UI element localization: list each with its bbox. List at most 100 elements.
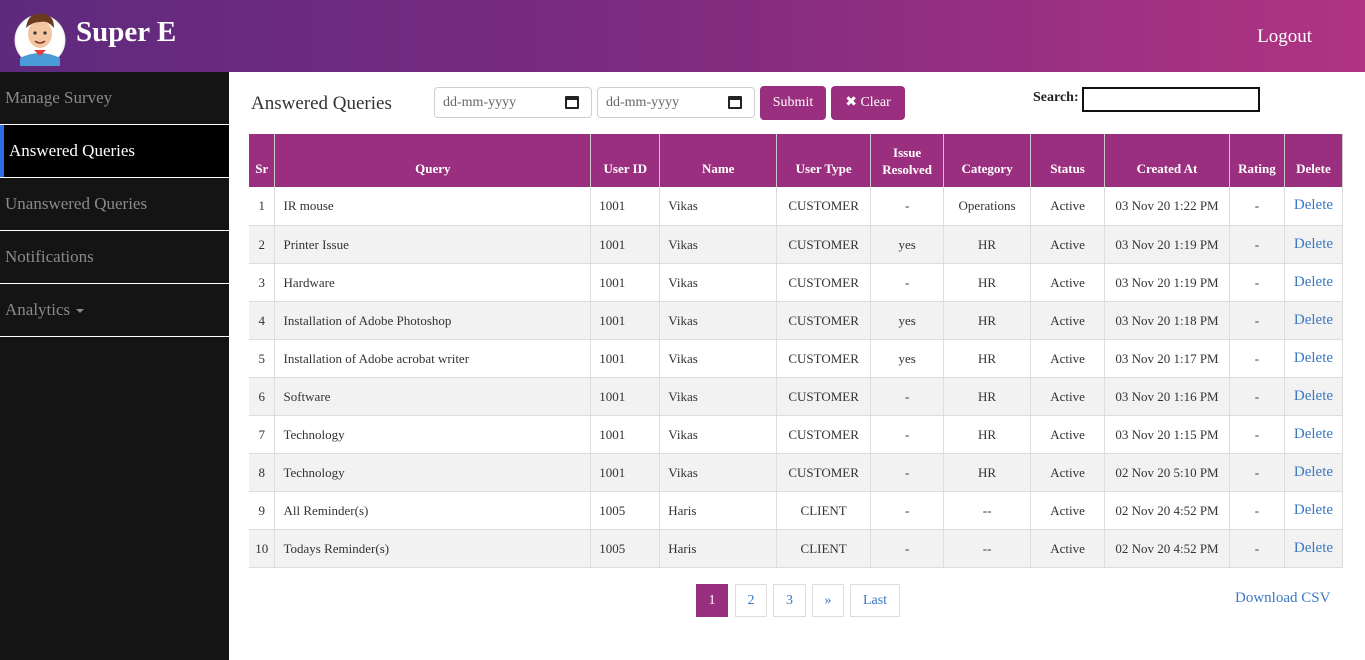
clear-button[interactable]: ✖ Clear [831, 86, 905, 120]
calendar-icon[interactable] [565, 96, 579, 109]
cell-name: Vikas [659, 187, 778, 226]
cell-delete: Delete [1284, 263, 1344, 302]
cell-query: All Reminder(s) [274, 491, 592, 530]
date-to-input[interactable]: dd-mm-yyyy [597, 87, 755, 118]
cell-issue-resolved: - [870, 187, 945, 226]
column-header-rating: Rating [1229, 134, 1285, 187]
cell-created-at: 03 Nov 20 1:22 PM [1104, 187, 1230, 226]
main-content: Answered Queries dd-mm-yyyy dd-mm-yyyy S… [229, 72, 1365, 660]
sidebar-item-answered-queries[interactable]: Answered Queries [0, 125, 229, 178]
cell-category: HR [943, 415, 1032, 454]
cell-user-type: CLIENT [776, 491, 872, 530]
cell-created-at: 03 Nov 20 1:16 PM [1104, 377, 1230, 416]
cell-user-id: 1001 [590, 377, 661, 416]
cell-user-id: 1001 [590, 301, 661, 340]
cell-created-at: 02 Nov 20 5:10 PM [1104, 453, 1230, 492]
cell-query: Hardware [274, 263, 592, 302]
sidebar-item-unanswered-queries[interactable]: Unanswered Queries [0, 178, 229, 231]
sidebar-item-label: Analytics [5, 300, 71, 319]
cell-sr: 6 [249, 377, 276, 416]
sidebar-item-notifications[interactable]: Notifications [0, 231, 229, 284]
column-header-name: Name [659, 134, 778, 187]
cell-created-at: 03 Nov 20 1:19 PM [1104, 225, 1230, 264]
delete-link[interactable]: Delete [1293, 273, 1334, 290]
table-row: 8 Technology 1001 Vikas CUSTOMER - HR Active 02 … [249, 453, 1344, 492]
brand-title: Super E [76, 16, 177, 48]
search-input[interactable] [1082, 87, 1260, 112]
cell-name: Haris [659, 529, 778, 568]
sidebar-item-manage-survey[interactable]: Manage Survey [0, 72, 229, 125]
cell-status: Active [1030, 453, 1106, 492]
table-row: 4 Installation of Adobe Photoshop 1001 Vika… [249, 301, 1344, 340]
cell-delete: Delete [1284, 225, 1344, 264]
table-row: 5 Installation of Adobe acrobat writer 100… [249, 339, 1344, 378]
sidebar: Manage Survey Answered Queries Unanswere… [0, 72, 229, 660]
calendar-icon[interactable] [728, 96, 742, 109]
pagination-page-3[interactable]: 3 [773, 584, 806, 617]
cell-delete: Delete [1284, 187, 1344, 226]
sidebar-item-label: Answered Queries [9, 141, 136, 160]
cell-user-id: 1005 [590, 491, 661, 530]
date-from-placeholder: dd-mm-yyyy [443, 95, 517, 110]
cell-name: Vikas [659, 301, 778, 340]
cell-user-id: 1001 [590, 187, 661, 226]
cell-user-id: 1001 [590, 225, 661, 264]
cell-issue-resolved: - [870, 529, 945, 568]
delete-link[interactable]: Delete [1293, 387, 1334, 404]
cell-issue-resolved: - [870, 377, 945, 416]
submit-button[interactable]: Submit [760, 86, 826, 120]
cell-created-at: 03 Nov 20 1:19 PM [1104, 263, 1230, 302]
table-row: 1 IR mouse 1001 Vikas CUSTOMER - Operations Act… [249, 187, 1344, 226]
date-from-input[interactable]: dd-mm-yyyy [434, 87, 592, 118]
cell-status: Active [1030, 415, 1106, 454]
pagination-page-1[interactable]: 1 [696, 584, 728, 617]
delete-link[interactable]: Delete [1293, 539, 1334, 556]
cell-status: Active [1030, 263, 1106, 302]
column-header-user-type: User Type [776, 134, 872, 187]
delete-link[interactable]: Delete [1293, 501, 1334, 518]
cell-issue-resolved: - [870, 415, 945, 454]
table-header-row: Sr Query User ID Name User Type Issue Re… [249, 134, 1344, 187]
cell-issue-resolved: yes [870, 225, 945, 264]
cell-category: -- [943, 491, 1032, 530]
delete-link[interactable]: Delete [1293, 235, 1334, 252]
cell-user-type: CUSTOMER [776, 263, 872, 302]
avatar-logo-icon [14, 13, 66, 66]
pagination-page-2[interactable]: 2 [735, 584, 767, 617]
cell-name: Haris [659, 491, 778, 530]
page-title: Answered Queries [251, 93, 392, 114]
delete-link[interactable]: Delete [1293, 311, 1334, 328]
table-row: 9 All Reminder(s) 1005 Haris CLIENT - -- Active… [249, 491, 1344, 530]
cell-rating: - [1229, 225, 1285, 264]
table-row: 10 Todays Reminder(s) 1005 Haris CLIENT - -- Ac… [249, 529, 1344, 568]
cell-user-type: CUSTOMER [776, 377, 872, 416]
sidebar-item-analytics[interactable]: Analytics [0, 284, 229, 337]
search-label: Search: [1033, 90, 1079, 105]
cell-rating: - [1229, 529, 1285, 568]
pagination-last-button[interactable]: Last [850, 584, 900, 617]
cell-rating: - [1229, 377, 1285, 416]
logout-link[interactable]: Logout [1257, 26, 1312, 47]
cell-user-type: CUSTOMER [776, 187, 872, 226]
delete-link[interactable]: Delete [1293, 197, 1334, 213]
cell-status: Active [1030, 529, 1106, 568]
caret-down-icon [76, 309, 85, 314]
cell-query: Technology [274, 453, 592, 492]
delete-link[interactable]: Delete [1293, 349, 1334, 366]
column-header-delete: Delete [1284, 134, 1344, 187]
cell-rating: - [1229, 415, 1285, 454]
pagination-next-button[interactable]: » [812, 584, 844, 617]
cell-rating: - [1229, 491, 1285, 530]
cell-query: Technology [274, 415, 592, 454]
cell-sr: 2 [249, 225, 276, 264]
cell-name: Vikas [659, 453, 778, 492]
delete-link[interactable]: Delete [1293, 425, 1334, 442]
download-csv-link[interactable]: Download CSV [1235, 590, 1331, 606]
cell-category: HR [943, 377, 1032, 416]
cell-query: Installation of Adobe acrobat writer [274, 339, 592, 378]
cell-category: HR [943, 225, 1032, 264]
cell-name: Vikas [659, 339, 778, 378]
cell-sr: 5 [249, 339, 276, 378]
column-header-user-id: User ID [590, 134, 661, 187]
delete-link[interactable]: Delete [1293, 463, 1334, 480]
